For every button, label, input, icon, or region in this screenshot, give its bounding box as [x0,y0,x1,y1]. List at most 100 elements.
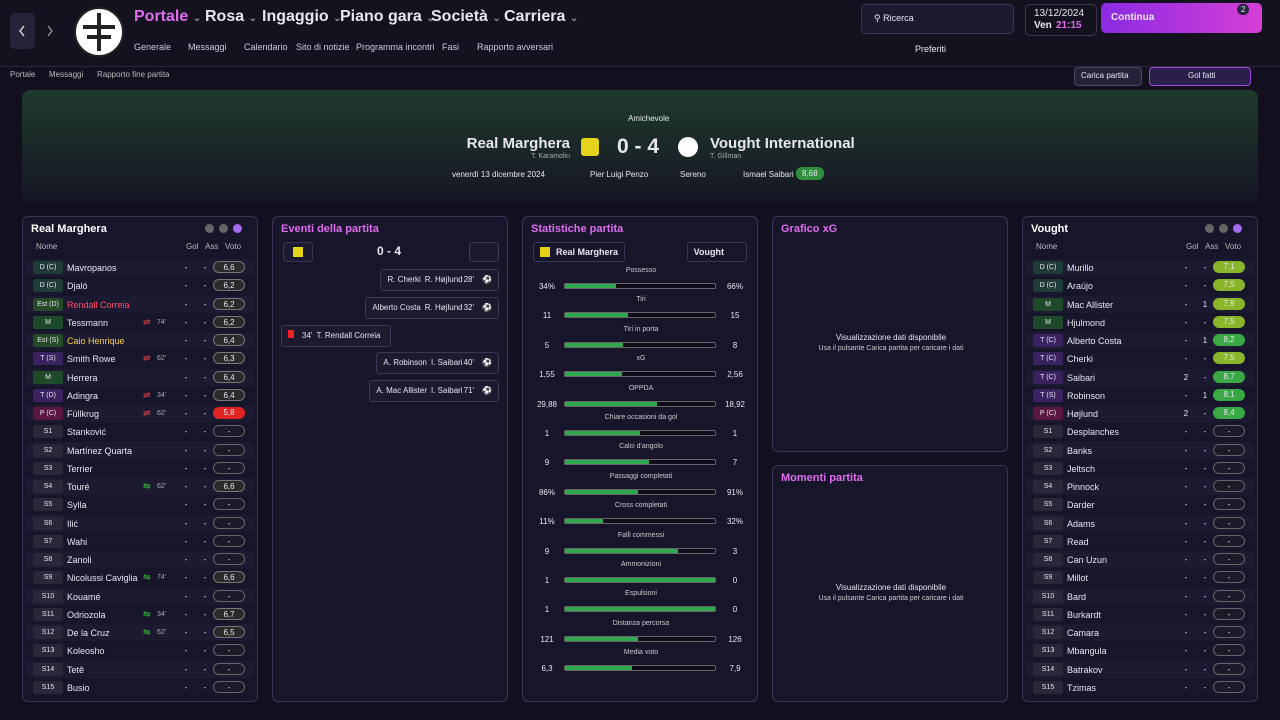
stat-label: OPPDA [628,384,654,392]
position: M [1033,297,1063,311]
player-name[interactable]: Koleosho [67,646,105,657]
player-name[interactable]: Kouamé [67,591,101,602]
event-minute: 40' [463,358,475,367]
event-scorer: R. Højlund [424,303,463,312]
stat-home: 1 [544,605,550,615]
submenu-item[interactable]: Fasi [442,42,460,52]
menu-item[interactable]: Portale ⌄ [134,8,202,25]
menu-item[interactable]: Società ⌄ [431,8,501,25]
player-name[interactable]: Alberto Costa [1067,336,1122,346]
assists: - [1203,646,1207,656]
player-name[interactable]: Zanoli [67,555,92,565]
submenu-item[interactable]: Calendario [244,42,288,52]
player-name[interactable]: Can Uzun [1067,555,1108,565]
assists: - [203,445,207,455]
player-name[interactable]: Araújo [1067,281,1094,292]
position: S4 [1033,480,1063,493]
forward-button[interactable] [37,13,62,49]
player-name[interactable]: Smith Rowe [67,354,116,365]
submenu-item[interactable]: Generale [134,42,172,52]
assists: - [203,536,207,546]
player-name[interactable]: Batrakov [1067,664,1103,675]
goals: - [1184,336,1188,345]
position: S11 [33,607,63,621]
player-name[interactable]: Robinson [1067,390,1106,401]
stat-home: 34% [538,282,555,291]
player-name[interactable]: Mac Allister [1067,299,1114,310]
player-name[interactable]: Banks [1067,445,1093,456]
submenu-item[interactable]: Programma incontri [356,42,435,52]
stat-bar-fill [565,519,604,524]
player-name[interactable]: Adingra [67,390,99,401]
player-name[interactable]: Murillo [1067,263,1094,273]
stat-label: Tiri [636,296,646,304]
event: R. Cherki R. Højlund28' ⚽ [380,269,499,291]
player-name[interactable]: Tzimas [1067,682,1096,693]
menu-item[interactable]: Rosa ⌄ [205,8,257,25]
player-name[interactable]: Darder [1067,500,1095,511]
rating: - [1213,553,1245,565]
player-name[interactable]: Tetê [67,664,85,675]
player-name[interactable]: Ilić [67,518,78,529]
player-name[interactable]: Busio [67,682,90,693]
player-name[interactable]: Bard [1067,591,1087,602]
player-name[interactable]: Odriozola [67,609,106,620]
player-name[interactable]: Desplanches [1067,427,1120,438]
player-name[interactable]: Burkardt [1067,609,1102,620]
search-button[interactable]: ⚲ Ricerca [874,13,914,23]
goals: - [184,463,188,473]
goals-button[interactable]: Gol fatti [1149,67,1251,86]
player-name[interactable]: Mavropanos [67,263,117,273]
player-name[interactable]: Rendall Correia [67,299,130,310]
stat-bar [564,635,716,642]
player-name[interactable]: Camara [1067,628,1100,638]
menu-item[interactable]: Piano gara ⌄ [340,8,435,25]
continue-button[interactable]: Continua 2 [1101,3,1262,33]
rating: - [1213,516,1245,529]
rating: - [213,534,245,547]
player-name[interactable]: Read [1067,536,1089,547]
menu-item[interactable]: Carriera ⌄ [504,8,579,25]
player-name[interactable]: Millot [1067,573,1089,584]
player-name[interactable]: Martínez Quarta [67,445,133,456]
goals: - [1184,299,1188,309]
player-name[interactable]: Nicolussi Caviglia [67,573,138,584]
submenu-item[interactable]: Sito di notizie [296,42,350,52]
player-name[interactable]: Wahi [67,536,88,547]
row-bg [26,514,254,532]
player-name[interactable]: Stanković [67,427,107,438]
player-name[interactable]: Mbangula [1067,646,1107,657]
player-name[interactable]: Saibari [1067,372,1096,383]
row-bg [26,624,254,641]
player-name[interactable]: Højlund [1067,409,1099,419]
player-name[interactable]: Sylla [67,500,87,511]
assists: - [1203,518,1207,528]
player-name[interactable]: De la Cruz [67,628,110,638]
motm-rating: 8,68 [796,167,824,180]
player-name[interactable]: Tessmann [67,317,109,328]
player-name[interactable]: Füllkrug [67,409,100,419]
load-button[interactable]: Carica partita [1074,67,1142,86]
favorites[interactable]: Preferiti [915,44,947,54]
menu-item[interactable]: Ingaggio ⌄ [262,8,342,25]
submenu-item[interactable]: Messaggi [188,42,227,52]
submenu-item[interactable]: Rapporto avversari [477,42,554,52]
stat-label: Tiri in porta [623,325,659,333]
player-name[interactable]: Cherki [1067,354,1094,365]
player-name[interactable]: Pinnock [1067,482,1100,492]
breadcrumb-item[interactable]: Messaggi [49,70,84,79]
player-name[interactable]: Adams [1067,518,1096,529]
breadcrumb-item[interactable]: Portale [10,70,36,79]
back-button[interactable] [10,13,35,49]
player-name[interactable]: Djaló [67,281,88,292]
rating: 6,6 [213,571,245,584]
breadcrumb-item[interactable]: Rapporto fine partita [97,70,170,79]
player-name[interactable]: Touré [67,482,90,492]
sub-arrow: ⇌ [143,353,151,364]
player-name[interactable]: Jeltsch [1067,463,1096,474]
player-name[interactable]: Terrier [67,463,93,474]
player-name[interactable]: Hjulmond [1067,317,1106,328]
player-name[interactable]: Herrera [67,372,98,383]
player-name[interactable]: Caio Henrique [67,336,125,346]
goals: - [184,372,188,382]
